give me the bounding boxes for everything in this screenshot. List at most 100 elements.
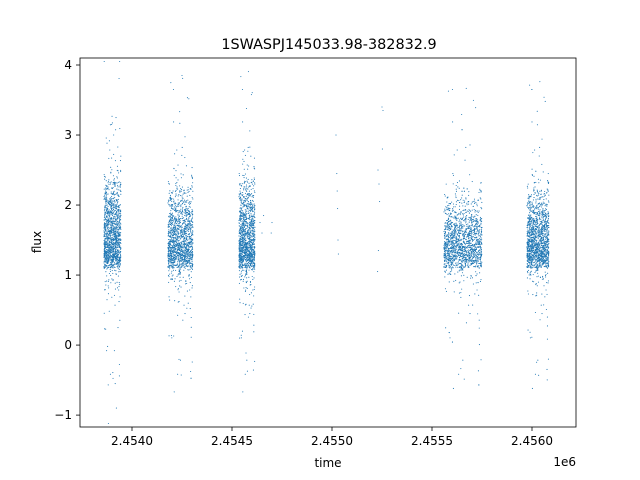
data-point <box>174 225 176 227</box>
data-point <box>167 274 170 277</box>
data-point <box>105 252 107 254</box>
data-point <box>247 259 249 261</box>
data-point <box>248 276 250 278</box>
data-point <box>104 238 106 240</box>
data-point <box>180 260 182 262</box>
data-point <box>107 180 109 182</box>
data-point <box>104 187 106 189</box>
data-point <box>112 182 114 184</box>
data-point <box>111 213 113 215</box>
data-point <box>240 226 242 228</box>
data-point <box>189 308 191 310</box>
data-point <box>180 177 182 179</box>
data-point <box>117 238 119 240</box>
data-point <box>115 241 117 243</box>
data-point <box>183 230 185 232</box>
data-point <box>455 231 457 233</box>
data-point <box>240 224 242 226</box>
data-point <box>113 294 115 296</box>
data-point <box>244 274 246 276</box>
data-point <box>242 151 244 153</box>
data-point <box>243 196 245 198</box>
data-point <box>119 256 121 258</box>
data-point <box>184 244 186 246</box>
data-point <box>118 216 120 218</box>
data-point <box>119 296 121 298</box>
data-point <box>175 264 177 266</box>
data-point <box>169 239 171 241</box>
data-point <box>117 265 119 267</box>
data-point <box>103 259 105 261</box>
data-point <box>116 254 118 257</box>
scatter-points <box>103 60 550 425</box>
data-point <box>113 202 115 204</box>
data-point <box>189 236 191 238</box>
data-point <box>117 186 119 188</box>
data-point <box>118 238 120 240</box>
data-point <box>116 213 118 215</box>
data-point <box>177 220 179 222</box>
data-point <box>176 238 178 240</box>
data-point <box>180 241 182 243</box>
data-point <box>111 204 113 206</box>
data-point <box>479 280 482 283</box>
data-point <box>190 231 192 233</box>
data-point <box>183 217 185 219</box>
data-point <box>248 262 250 265</box>
data-point <box>241 265 243 267</box>
data-point <box>190 235 192 238</box>
data-point <box>179 267 181 269</box>
data-point <box>118 231 120 233</box>
data-point <box>244 188 246 190</box>
data-point <box>169 199 171 201</box>
data-point <box>182 240 184 243</box>
data-point <box>248 265 250 267</box>
data-point <box>240 212 242 214</box>
data-point <box>170 232 172 234</box>
data-point <box>173 250 175 252</box>
data-point <box>104 232 106 234</box>
data-point <box>105 188 107 191</box>
data-point <box>468 249 470 251</box>
data-point <box>112 220 114 222</box>
data-point <box>167 256 169 258</box>
data-point <box>474 293 476 295</box>
data-point <box>238 194 240 196</box>
data-point <box>240 263 242 265</box>
data-point <box>185 207 187 209</box>
data-point <box>472 253 474 255</box>
data-point <box>240 196 242 198</box>
data-point <box>104 249 106 251</box>
data-point <box>109 230 111 232</box>
data-point <box>117 275 119 277</box>
data-point <box>185 280 187 282</box>
data-point <box>118 181 120 183</box>
data-point <box>173 203 175 205</box>
data-point <box>241 238 243 241</box>
data-point <box>250 239 252 241</box>
data-point <box>179 217 181 220</box>
data-point <box>448 272 450 274</box>
data-point <box>179 252 181 254</box>
data-point <box>174 153 176 155</box>
data-point <box>252 180 254 182</box>
data-point <box>452 172 454 175</box>
data-point <box>112 252 114 254</box>
data-point <box>119 260 121 262</box>
data-point <box>252 251 254 253</box>
data-point <box>238 245 240 247</box>
data-point <box>119 160 122 162</box>
data-point <box>472 99 474 101</box>
data-point <box>117 184 119 186</box>
data-point <box>181 199 183 201</box>
data-point <box>245 251 247 253</box>
data-point <box>174 221 176 224</box>
data-point <box>473 225 475 227</box>
data-point <box>253 233 255 235</box>
data-point <box>182 235 184 237</box>
data-point <box>240 248 242 250</box>
data-point <box>242 278 244 281</box>
data-point <box>104 208 106 210</box>
data-point <box>250 307 252 309</box>
data-point <box>252 195 254 197</box>
